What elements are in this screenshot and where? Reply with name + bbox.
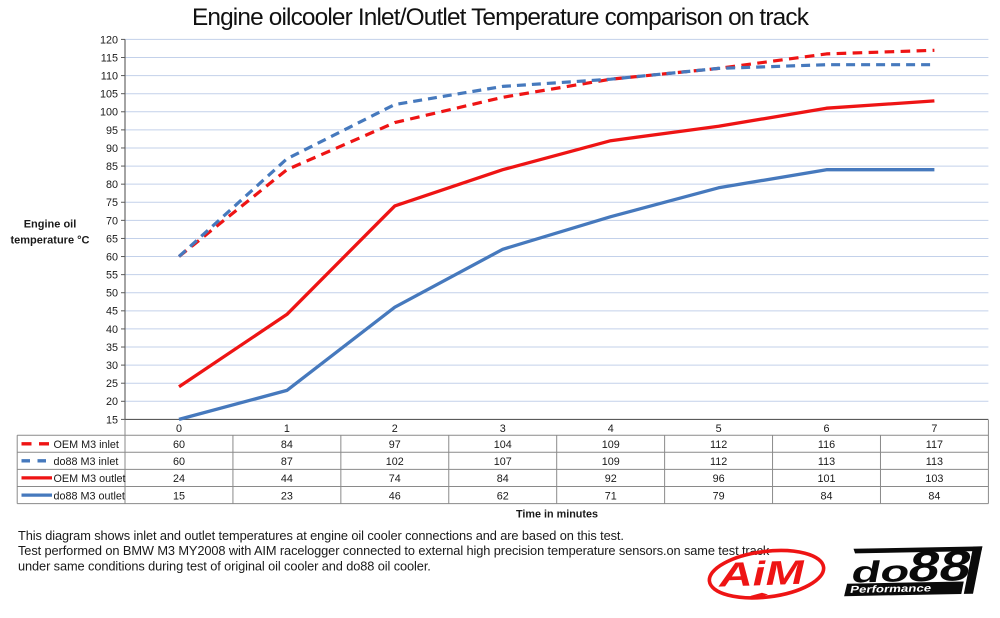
svg-text:109: 109 [602, 456, 620, 468]
svg-text:87: 87 [281, 456, 293, 468]
svg-text:15: 15 [106, 414, 118, 426]
svg-text:25: 25 [106, 378, 118, 390]
svg-text:103: 103 [925, 473, 943, 485]
svg-text:Test performed on BMW M3 MY200: Test performed on BMW M3 MY2008 with AIM… [18, 543, 770, 558]
svg-text:75: 75 [106, 197, 118, 209]
svg-text:20: 20 [106, 396, 118, 408]
svg-text:35: 35 [106, 342, 118, 354]
svg-text:do88 M3 inlet: do88 M3 inlet [54, 456, 119, 468]
svg-text:88: 88 [904, 542, 975, 591]
svg-text:95: 95 [106, 125, 118, 137]
svg-text:44: 44 [281, 473, 293, 485]
svg-text:OEM M3 inlet: OEM M3 inlet [54, 439, 119, 451]
svg-text:do: do [848, 556, 912, 590]
svg-text:23: 23 [281, 490, 293, 502]
svg-text:120: 120 [100, 34, 118, 46]
svg-text:74: 74 [389, 473, 401, 485]
svg-text:71: 71 [605, 490, 617, 502]
svg-text:55: 55 [106, 270, 118, 282]
svg-text:62: 62 [497, 490, 509, 502]
svg-text:105: 105 [100, 89, 118, 101]
svg-text:112: 112 [710, 456, 727, 468]
svg-text:40: 40 [106, 324, 118, 336]
svg-text:102: 102 [386, 456, 404, 468]
svg-text:This diagram shows inlet and o: This diagram shows inlet and outlet temp… [18, 528, 624, 543]
svg-text:90: 90 [106, 143, 118, 155]
svg-text:OEM M3 outlet: OEM M3 outlet [54, 473, 126, 485]
svg-text:112: 112 [710, 439, 727, 451]
svg-text:115: 115 [101, 52, 118, 64]
svg-text:100: 100 [100, 107, 118, 119]
svg-text:AiM: AiM [717, 554, 806, 595]
svg-text:107: 107 [494, 456, 512, 468]
svg-text:4: 4 [608, 423, 614, 435]
svg-text:2: 2 [392, 423, 398, 435]
svg-text:113: 113 [926, 456, 943, 468]
svg-text:117: 117 [926, 439, 943, 451]
svg-text:do88 M3 outlet: do88 M3 outlet [54, 490, 125, 502]
svg-text:under same conditions during t: under same conditions during test of ori… [18, 558, 431, 573]
svg-text:15: 15 [173, 490, 185, 502]
svg-text:Engine oil: Engine oil [24, 218, 77, 230]
svg-text:Engine oilcooler Inlet/Outlet: Engine oilcooler Inlet/Outlet Temperatur… [192, 4, 810, 31]
svg-text:84: 84 [281, 439, 293, 451]
svg-text:80: 80 [106, 179, 118, 191]
svg-text:Time in minutes: Time in minutes [516, 509, 598, 521]
svg-text:65: 65 [106, 233, 118, 245]
svg-text:84: 84 [497, 473, 509, 485]
svg-text:92: 92 [605, 473, 617, 485]
svg-text:104: 104 [494, 439, 512, 451]
svg-text:Performance: Performance [849, 583, 933, 595]
svg-text:0: 0 [176, 423, 182, 435]
svg-text:79: 79 [713, 490, 725, 502]
svg-text:70: 70 [106, 215, 118, 227]
svg-text:7: 7 [931, 423, 937, 435]
svg-text:85: 85 [106, 161, 118, 173]
svg-text:60: 60 [173, 456, 185, 468]
svg-text:5: 5 [716, 423, 722, 435]
svg-text:46: 46 [389, 490, 401, 502]
svg-text:60: 60 [106, 251, 118, 263]
svg-text:45: 45 [106, 306, 118, 318]
svg-text:temperature °C: temperature °C [11, 234, 90, 246]
svg-text:6: 6 [823, 423, 829, 435]
svg-text:24: 24 [173, 473, 185, 485]
svg-text:50: 50 [106, 288, 118, 300]
svg-text:97: 97 [389, 439, 401, 451]
svg-text:113: 113 [818, 456, 835, 468]
svg-text:101: 101 [817, 473, 835, 485]
svg-text:109: 109 [602, 439, 620, 451]
svg-text:96: 96 [713, 473, 725, 485]
svg-text:110: 110 [101, 70, 118, 82]
svg-text:84: 84 [820, 490, 832, 502]
svg-text:1: 1 [284, 423, 290, 435]
svg-text:60: 60 [173, 439, 185, 451]
svg-text:3: 3 [500, 423, 506, 435]
svg-text:30: 30 [106, 360, 118, 372]
svg-text:116: 116 [818, 439, 835, 451]
svg-text:84: 84 [928, 490, 940, 502]
